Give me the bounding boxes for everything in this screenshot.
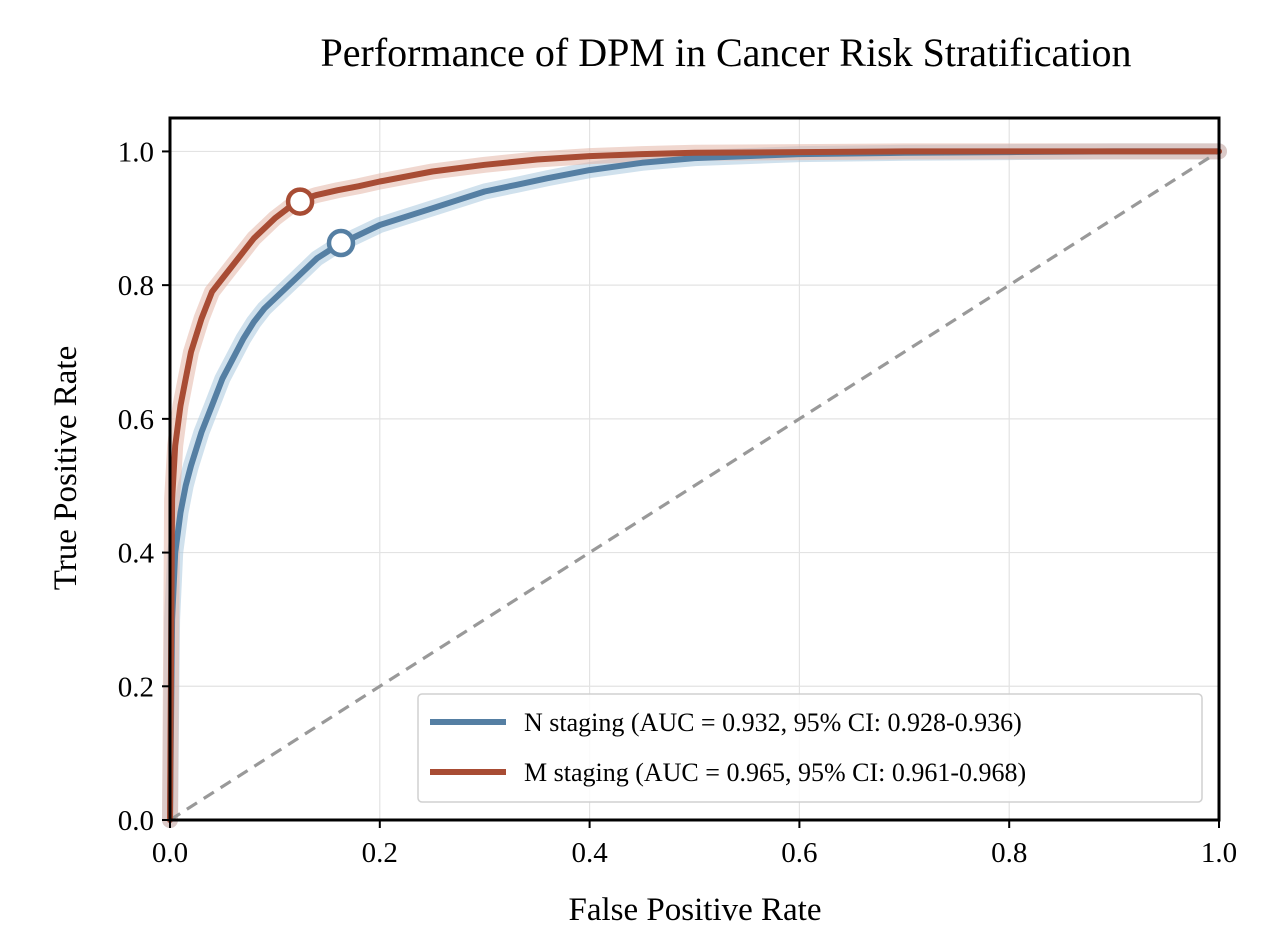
x-axis-label: False Positive Rate [569, 892, 822, 928]
y-tick-label: 0.2 [118, 671, 154, 703]
y-tick-label: 0.8 [118, 270, 154, 302]
chart-title: Performance of DPM in Cancer Risk Strati… [321, 30, 1132, 75]
y-axis-label: True Positive Rate [48, 346, 84, 590]
x-tick-label: 0.8 [991, 837, 1027, 869]
x-tick-label: 0.2 [362, 837, 398, 869]
legend: N staging (AUC = 0.932, 95% CI: 0.928-0.… [417, 693, 1203, 803]
y-tick-label: 1.0 [118, 136, 154, 168]
operating-point-1 [285, 187, 315, 216]
y-axis-ticks: 0.0 0.2 0.4 0.6 0.8 1.0 [118, 136, 170, 837]
y-tick-label: 0.0 [118, 805, 154, 837]
x-tick-label: 1.0 [1201, 837, 1237, 869]
legend-label-1: M staging (AUC = 0.965, 95% CI: 0.961-0.… [524, 758, 1026, 787]
operating-point-0 [326, 228, 356, 258]
x-tick-label: 0.6 [781, 837, 817, 869]
operating-points [285, 187, 356, 258]
x-axis-ticks: 0.0 0.2 0.4 0.6 0.8 1.0 [152, 820, 1237, 869]
legend-box [417, 693, 1203, 803]
y-tick-label: 0.4 [118, 538, 155, 570]
chance-reference-line [169, 150, 1220, 822]
x-tick-label: 0.0 [152, 837, 188, 869]
x-tick-label: 0.4 [571, 837, 608, 869]
plot-frame [168, 116, 1221, 822]
y-tick-label: 0.6 [118, 404, 154, 436]
legend-label-0: N staging (AUC = 0.932, 95% CI: 0.928-0.… [524, 708, 1022, 737]
